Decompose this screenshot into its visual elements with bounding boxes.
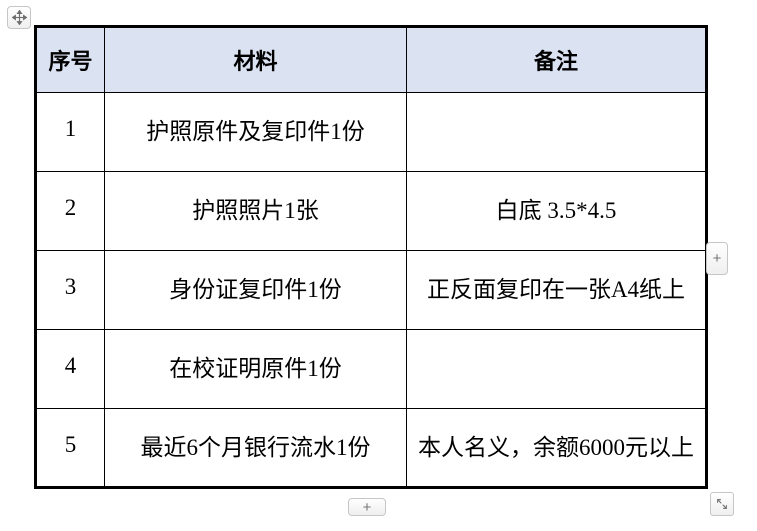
add-column-button[interactable]: + xyxy=(706,242,728,275)
add-row-button[interactable]: + xyxy=(348,498,386,516)
table-row: 1 护照原件及复印件1份 xyxy=(35,92,707,172)
move-icon xyxy=(11,10,27,25)
cell-index[interactable]: 4 xyxy=(35,329,105,409)
table-row: 3 身份证复印件1份 正反面复印在一张A4纸上 xyxy=(35,250,707,330)
cell-material[interactable]: 护照照片1张 xyxy=(104,171,407,251)
header-cell-note[interactable]: 备注 xyxy=(406,26,707,93)
table-row: 5 最近6个月银行流水1份 本人名义，余额6000元以上 xyxy=(35,408,707,488)
materials-table: 序号 材料 备注 1 护照原件及复印件1份 2 护照照片1张 白底 3.5*4.… xyxy=(34,25,708,489)
plus-icon: + xyxy=(362,498,372,516)
table-header-row: 序号 材料 备注 xyxy=(35,26,707,93)
cell-note[interactable] xyxy=(406,92,707,172)
cell-note[interactable]: 本人名义，余额6000元以上 xyxy=(406,408,707,488)
cell-material[interactable]: 在校证明原件1份 xyxy=(104,329,407,409)
header-cell-index[interactable]: 序号 xyxy=(35,26,105,93)
cell-material[interactable]: 最近6个月银行流水1份 xyxy=(104,408,407,488)
table-row: 4 在校证明原件1份 xyxy=(35,329,707,409)
cell-material[interactable]: 护照原件及复印件1份 xyxy=(104,92,407,172)
table-move-handle[interactable] xyxy=(7,6,31,29)
cell-note[interactable] xyxy=(406,329,707,409)
plus-icon: + xyxy=(712,250,722,267)
table-resize-handle[interactable] xyxy=(710,492,734,516)
cell-material[interactable]: 身份证复印件1份 xyxy=(104,250,407,330)
cell-index[interactable]: 2 xyxy=(35,171,105,251)
cell-index[interactable]: 1 xyxy=(35,92,105,172)
header-cell-material[interactable]: 材料 xyxy=(104,26,407,93)
resize-diagonal-icon xyxy=(715,497,729,511)
cell-index[interactable]: 5 xyxy=(35,408,105,488)
table-row: 2 护照照片1张 白底 3.5*4.5 xyxy=(35,171,707,251)
cell-note[interactable]: 正反面复印在一张A4纸上 xyxy=(406,250,707,330)
cell-note[interactable]: 白底 3.5*4.5 xyxy=(406,171,707,251)
cell-index[interactable]: 3 xyxy=(35,250,105,330)
